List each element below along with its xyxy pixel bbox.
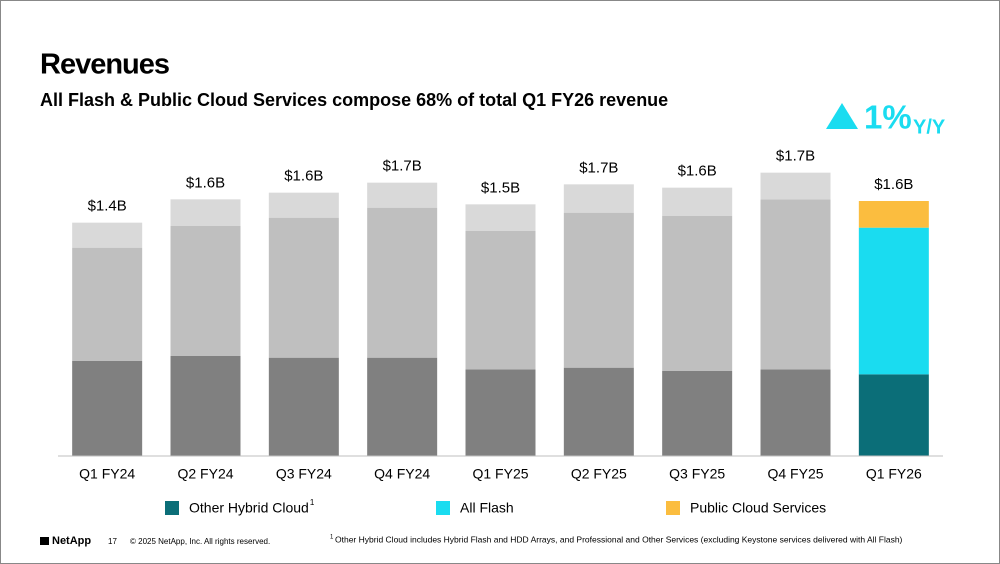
total-label: $1.6B: [678, 163, 717, 180]
page-number: 17: [108, 537, 117, 546]
bar-segment: [760, 172, 831, 200]
x-tick-label: Q4 FY25: [767, 466, 823, 482]
bar-segment: [760, 369, 831, 456]
legend-swatch: [436, 501, 450, 515]
yoy-unit: Y/Y: [913, 116, 946, 138]
bar-segment: [170, 356, 241, 456]
bar-segment: [662, 216, 733, 371]
bar-segment: [465, 231, 536, 370]
footnote-marker: 1: [330, 535, 334, 541]
copyright: © 2025 NetApp, Inc. All rights reserved.: [130, 537, 270, 546]
bar-segment: [563, 212, 634, 368]
subtitle: All Flash & Public Cloud Services compos…: [40, 90, 668, 110]
bar-segment: [170, 199, 241, 226]
bar-segment: [268, 217, 339, 358]
logo: NetApp: [52, 535, 91, 547]
bar-segment: [170, 226, 241, 356]
bar-segment: [367, 182, 438, 208]
bar-segment: [268, 357, 339, 456]
legend-note: 1: [310, 498, 315, 507]
bar-segment: [858, 227, 929, 375]
x-tick-label: Q1 FY26: [866, 466, 922, 482]
bar-segment: [662, 187, 733, 216]
bar-segment: [858, 374, 929, 456]
x-tick-label: Q3 FY25: [669, 466, 725, 482]
bar-segment: [72, 247, 143, 361]
x-tick-label: Q2 FY25: [571, 466, 627, 482]
total-label: $1.7B: [383, 158, 422, 175]
title: Revenues: [40, 49, 169, 81]
x-tick-label: Q2 FY24: [177, 466, 233, 482]
bar-segment: [858, 201, 929, 228]
total-label: $1.6B: [186, 174, 225, 191]
legend-swatch: [666, 501, 680, 515]
legend-label: Public Cloud Services: [690, 500, 826, 516]
bar-segment: [367, 207, 438, 358]
bar-segment: [662, 371, 733, 456]
yoy-value: 1%: [864, 99, 912, 136]
legend-swatch: [165, 501, 179, 515]
footer: NetApp 17 © 2025 NetApp, Inc. All rights…: [40, 534, 903, 547]
x-tick-label: Q1 FY25: [472, 466, 528, 482]
bar-segment: [465, 369, 536, 456]
total-label: $1.6B: [284, 168, 323, 185]
x-tick-label: Q3 FY24: [276, 466, 332, 482]
logo-icon: [40, 537, 49, 545]
total-label: $1.4B: [88, 198, 127, 215]
bar-segment: [563, 184, 634, 213]
bar-segment: [367, 357, 438, 456]
total-label: $1.5B: [481, 179, 520, 196]
total-label: $1.6B: [874, 176, 913, 193]
x-tick-label: Q1 FY24: [79, 466, 135, 482]
x-tick-label: Q4 FY24: [374, 466, 430, 482]
bar-segment: [268, 192, 339, 218]
bar-segment: [72, 361, 143, 456]
total-label: $1.7B: [776, 148, 815, 165]
bar-segment: [760, 199, 831, 370]
up-arrow: [826, 103, 858, 129]
legend-label: Other Hybrid Cloud: [189, 500, 309, 516]
legend-label: All Flash: [460, 500, 514, 516]
footnote: Other Hybrid Cloud includes Hybrid Flash…: [335, 534, 903, 544]
bar-segment: [563, 367, 634, 456]
bar-segment: [465, 204, 536, 231]
total-label: $1.7B: [579, 159, 618, 176]
bar-segment: [72, 222, 143, 248]
